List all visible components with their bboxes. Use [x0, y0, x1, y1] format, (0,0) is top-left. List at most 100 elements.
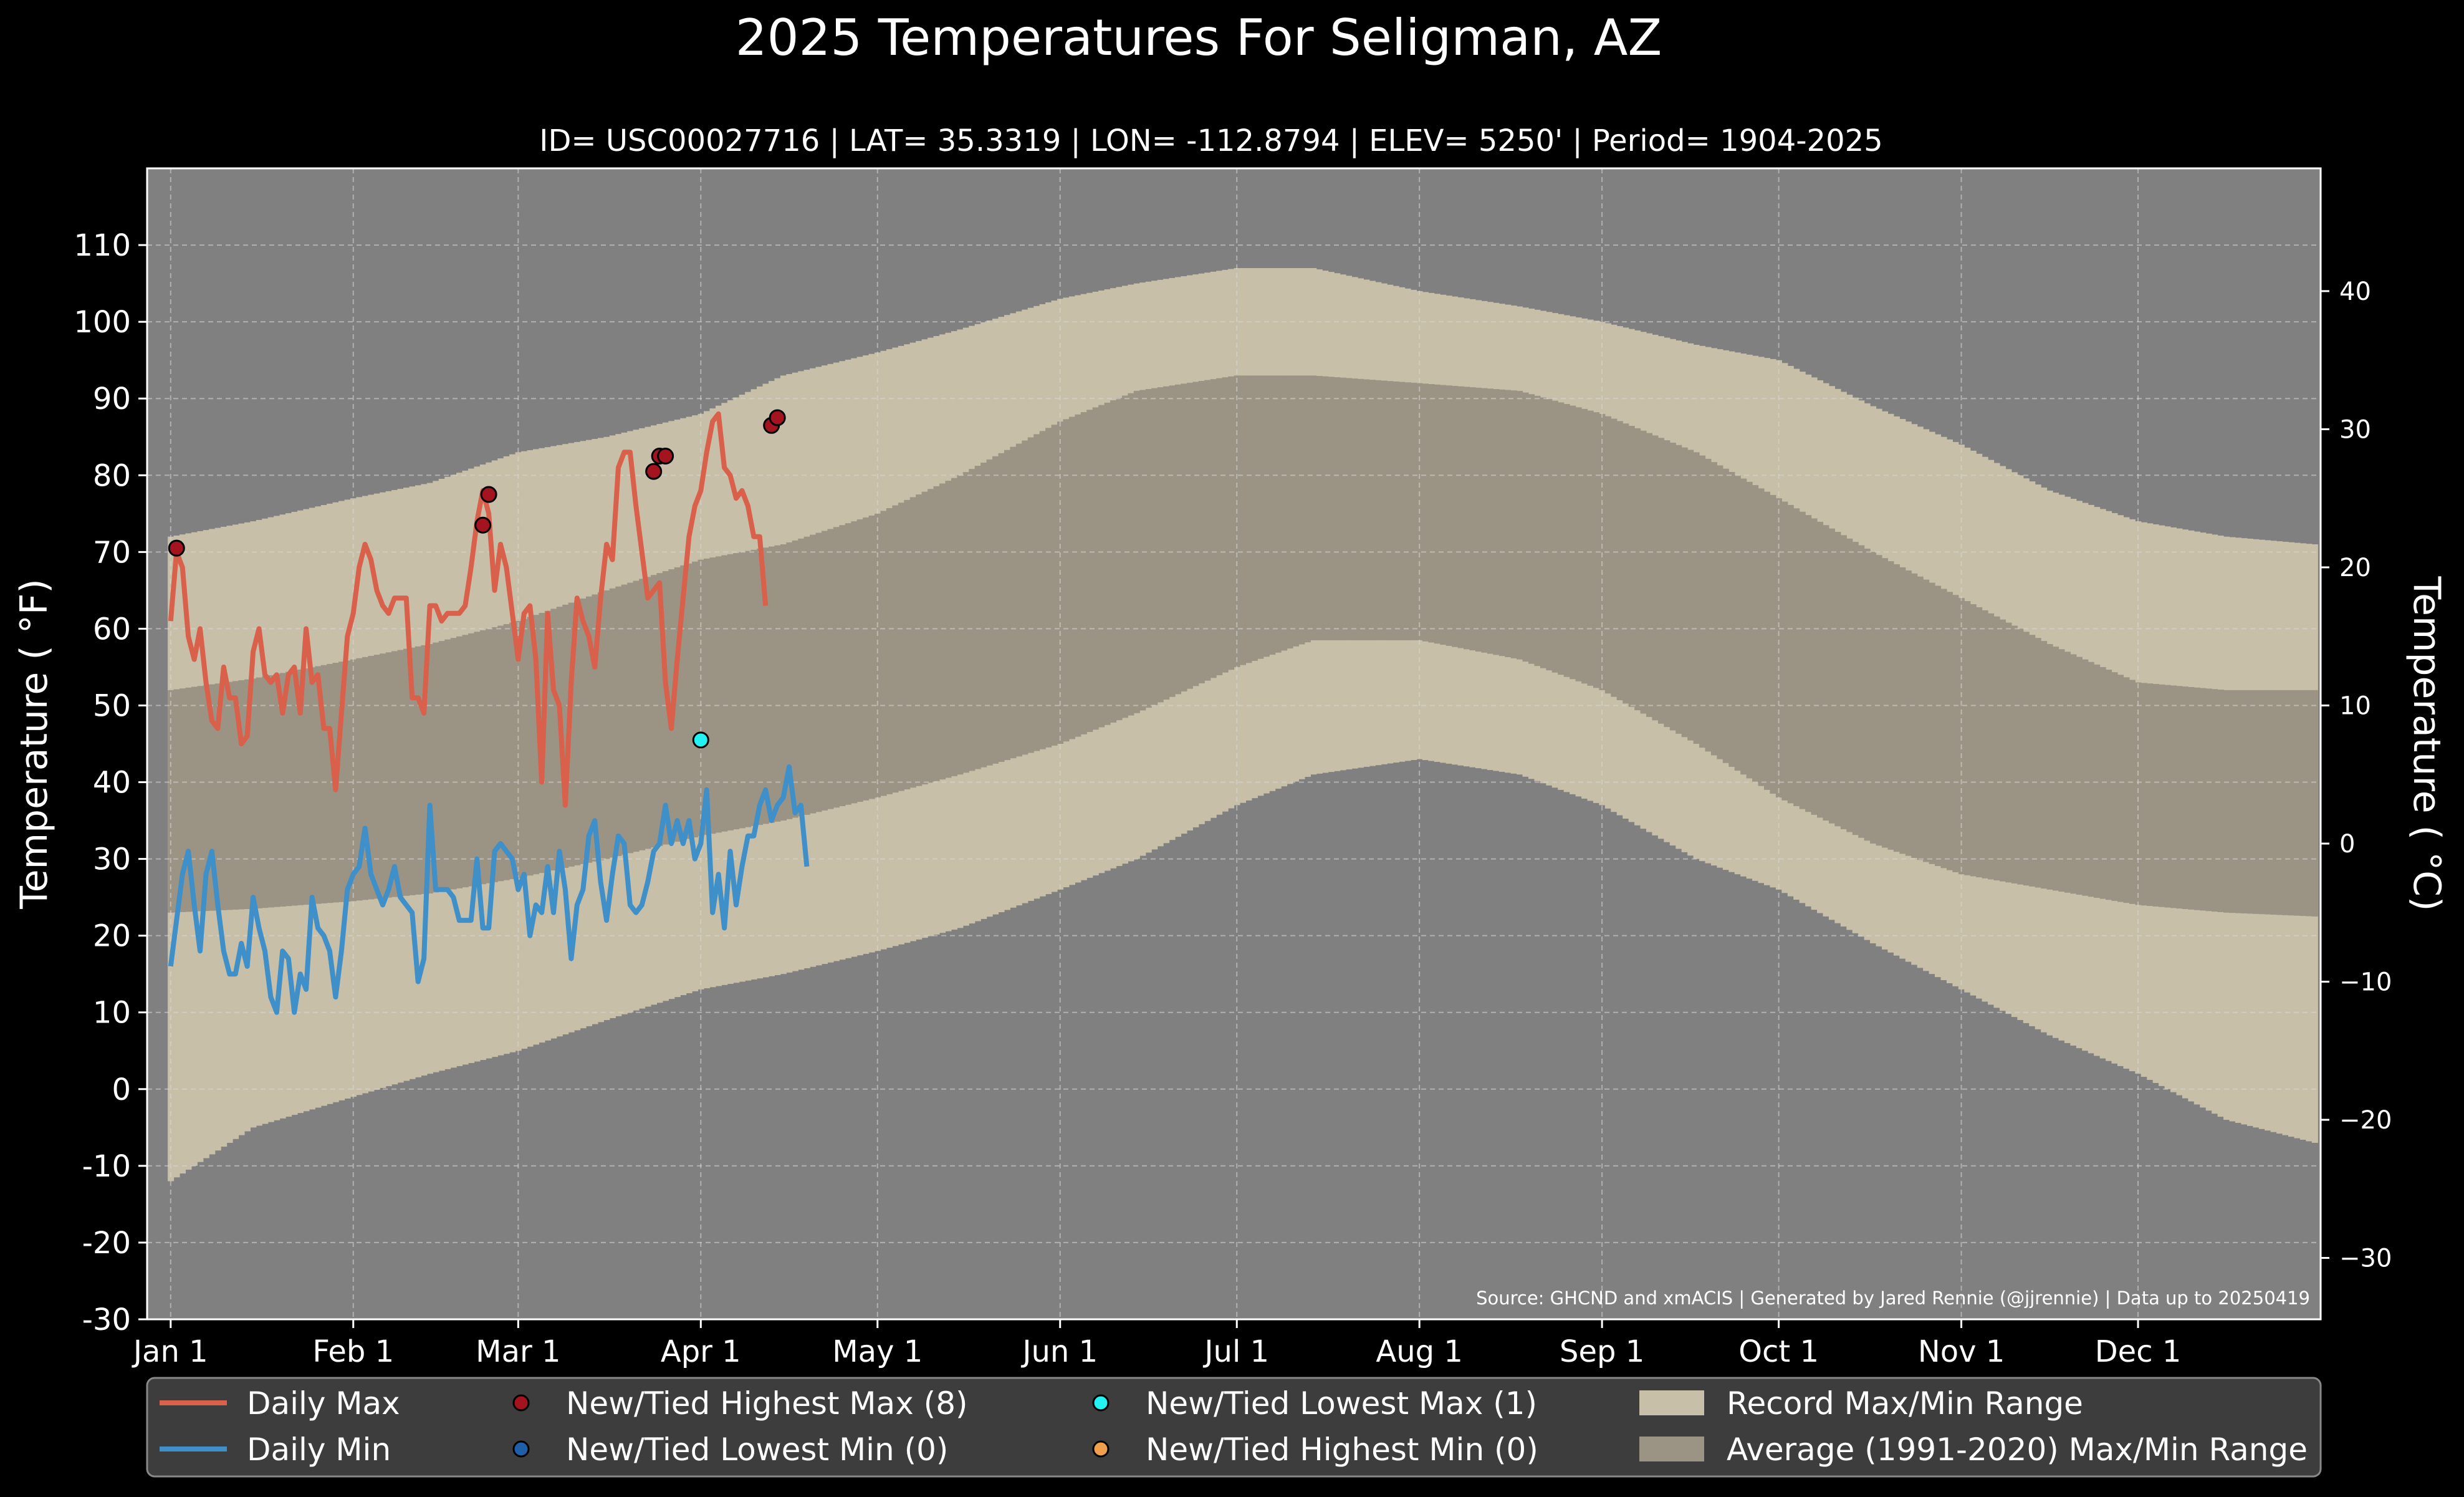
normal-range-bar — [521, 619, 528, 877]
normal-range-bar — [1010, 446, 1017, 759]
normal-range-bar — [421, 645, 428, 894]
normal-range-bar — [2282, 690, 2289, 915]
normal-range-bar — [1611, 418, 1618, 697]
normal-range-bar — [1086, 410, 1093, 733]
normal-range-bar — [1145, 388, 1152, 708]
normal-range-bar — [1457, 386, 1464, 648]
normal-range-bar — [692, 561, 699, 837]
normal-range-bar — [1039, 431, 1046, 749]
normal-range-bar — [933, 486, 940, 781]
normal-range-bar — [1251, 375, 1258, 661]
normal-range-bar — [2147, 683, 2154, 907]
normal-range-bar — [1263, 375, 1270, 657]
legend-swatch-patch — [1639, 1437, 1704, 1461]
normal-range-bar — [2099, 667, 2106, 899]
normal-range-bar — [409, 647, 416, 895]
normal-range-bar — [368, 655, 375, 900]
normal-range-bar — [1222, 377, 1229, 673]
normal-range-bar — [450, 638, 457, 890]
normal-range-bar — [256, 677, 262, 908]
x-tick-label: Oct 1 — [1738, 1334, 1819, 1369]
normal-range-bar — [444, 639, 451, 891]
normal-range-bar — [774, 545, 781, 822]
x-tick-label: Jan 1 — [132, 1334, 208, 1369]
normal-range-bar — [1717, 465, 1723, 759]
normal-range-bar — [2106, 670, 2112, 900]
normal-range-bar — [1169, 385, 1176, 697]
normal-range-bar — [1846, 538, 1853, 832]
normal-range-bar — [650, 575, 658, 848]
normal-range-bar — [1316, 375, 1323, 640]
legend-box — [146, 1377, 2322, 1478]
normal-range-bar — [185, 687, 192, 912]
normal-range-bar — [315, 666, 322, 904]
x-tick-label: Jul 1 — [1202, 1334, 1269, 1369]
y-axis-right-ticks: −30 −20 −10 0 10 20 30 40 — [2321, 277, 2392, 1273]
normal-range-bar — [562, 604, 569, 868]
normal-range-bar — [2217, 690, 2224, 912]
normal-range-bar — [285, 671, 292, 907]
y-tick-label: 80 — [93, 458, 131, 493]
normal-range-bar — [1952, 595, 1959, 872]
normal-range-bar — [898, 503, 904, 791]
normal-range-bar — [1022, 440, 1028, 755]
normal-range-bar — [1852, 542, 1859, 835]
normal-range-bar — [1298, 375, 1305, 645]
normal-range-bar — [1198, 380, 1205, 683]
normal-range-bar — [951, 478, 957, 776]
normal-range-bar — [851, 521, 858, 804]
normal-range-bar — [1734, 475, 1741, 771]
normal-range-bar — [597, 592, 604, 860]
y-axis-right-label: Temperature ( °C) — [2405, 576, 2448, 912]
normal-range-bar — [1116, 398, 1123, 721]
normal-range-bar — [833, 527, 840, 808]
chart-title: 2025 Temperatures For Seligman, AZ — [736, 9, 1662, 67]
normal-range-bar — [768, 546, 775, 823]
normal-range-bar — [1823, 525, 1829, 821]
chart-subtitle: ID= USC00027716 | LAT= 35.3319 | LON= -1… — [539, 123, 1882, 158]
normal-range-bar — [1216, 378, 1223, 675]
normal-range-bar — [1410, 382, 1417, 640]
x-tick-label: Dec 1 — [2095, 1334, 2182, 1369]
normal-range-bar — [2129, 680, 2136, 904]
normal-range-bar — [2276, 690, 2283, 915]
normal-range-bar — [2041, 641, 2048, 889]
normal-range-bar — [1687, 450, 1694, 741]
normal-range-bar — [1587, 410, 1594, 686]
normal-range-bar — [1770, 494, 1776, 794]
normal-range-bar — [1858, 545, 1865, 838]
normal-range-bar — [173, 689, 180, 913]
y-right-tick-label: −20 — [2339, 1106, 2392, 1135]
normal-range-bar — [2311, 690, 2318, 917]
normal-range-bar — [798, 538, 805, 817]
normal-range-bar — [1239, 375, 1246, 665]
normal-range-bar — [2170, 685, 2177, 908]
legend-swatch-dot — [1092, 1440, 1110, 1458]
normal-range-bar — [1999, 619, 2006, 882]
normal-range-bar — [992, 456, 999, 764]
normal-range-bar — [1422, 383, 1429, 642]
normal-range-bar — [1510, 390, 1517, 658]
normal-range-bar — [1705, 458, 1712, 752]
x-tick-label: Sep 1 — [1560, 1334, 1644, 1369]
normal-range-bar — [1840, 535, 1847, 829]
normal-range-bar — [1864, 548, 1871, 841]
normal-range-bar — [2159, 684, 2165, 907]
new-high-max-marker — [168, 539, 185, 557]
normal-range-bar — [1828, 528, 1835, 824]
normal-range-bar — [2117, 675, 2124, 902]
normal-range-bar — [267, 675, 274, 908]
normal-range-bar — [2111, 672, 2118, 901]
normal-range-bar — [1287, 375, 1293, 649]
normal-range-bar — [1063, 419, 1070, 742]
new-high-max-marker — [769, 409, 786, 426]
normal-range-bar — [621, 584, 628, 855]
normal-range-bar — [1657, 438, 1664, 724]
normal-range-bar — [957, 475, 964, 775]
normal-range-bar — [2258, 690, 2265, 915]
normal-range-bar — [1787, 504, 1794, 804]
normal-range-bar — [403, 648, 410, 896]
normal-range-bar — [1128, 393, 1134, 716]
normal-range-bar — [1917, 576, 1924, 860]
normal-range-bar — [297, 669, 304, 905]
